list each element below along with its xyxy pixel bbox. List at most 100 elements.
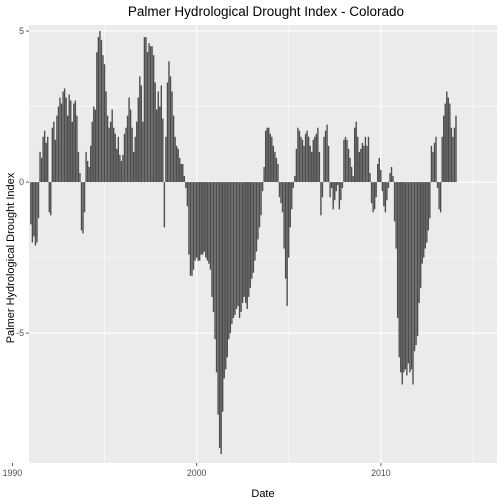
bar — [387, 182, 390, 189]
bar — [74, 100, 77, 183]
bar — [439, 182, 442, 213]
bar — [367, 136, 370, 183]
bar — [186, 182, 189, 207]
bar — [45, 142, 47, 183]
bar — [117, 136, 120, 183]
bar — [349, 157, 351, 183]
bar — [446, 91, 448, 183]
bar — [260, 182, 262, 216]
bar — [238, 182, 241, 319]
bar — [246, 182, 248, 309]
bar — [234, 182, 236, 315]
bar — [283, 182, 285, 249]
bar — [183, 176, 186, 183]
bar — [377, 163, 379, 183]
bar — [182, 163, 184, 183]
bar — [48, 182, 50, 213]
bar — [352, 176, 354, 183]
bar — [272, 145, 275, 183]
bar — [166, 82, 169, 183]
bar — [160, 85, 162, 183]
bar — [203, 182, 205, 252]
bar — [360, 148, 362, 183]
bar — [309, 145, 311, 183]
bar — [292, 182, 294, 189]
bar — [174, 136, 176, 183]
bar — [60, 103, 63, 183]
bar — [344, 136, 347, 183]
bar — [412, 182, 414, 385]
bar — [278, 182, 281, 198]
bar — [306, 130, 308, 183]
bar — [88, 166, 90, 183]
bar — [337, 182, 339, 186]
bar — [111, 109, 113, 183]
bar — [235, 182, 238, 309]
bar — [311, 151, 313, 183]
bar — [40, 157, 43, 183]
bar — [370, 182, 373, 204]
bar — [436, 182, 439, 189]
bar — [254, 182, 256, 261]
bar — [295, 148, 298, 183]
bar — [229, 182, 232, 334]
bar — [47, 136, 49, 183]
chart-title: Palmer Hydrological Drought Index - Colo… — [128, 4, 404, 19]
bar — [245, 182, 247, 303]
bar — [100, 40, 103, 183]
bar — [449, 103, 451, 183]
bar — [453, 127, 456, 183]
bar — [231, 182, 233, 325]
bar — [71, 121, 73, 183]
bar — [43, 130, 46, 183]
bar — [66, 115, 69, 183]
bar — [297, 127, 299, 183]
bar — [91, 121, 93, 183]
bar — [327, 145, 330, 183]
bar — [51, 127, 54, 183]
bar — [86, 160, 89, 183]
bar — [198, 182, 201, 261]
bar — [329, 182, 331, 198]
bar — [357, 136, 359, 183]
bar — [255, 182, 258, 252]
bar — [90, 145, 92, 183]
bar — [355, 121, 357, 183]
bar — [269, 133, 271, 183]
bar — [114, 133, 116, 183]
bar — [175, 145, 178, 183]
y-tick-label: 5 — [19, 26, 24, 36]
bar — [346, 139, 348, 183]
bar — [386, 182, 388, 201]
bar — [432, 151, 434, 183]
bar — [258, 182, 261, 228]
bar — [53, 121, 55, 183]
bar — [163, 182, 166, 228]
bar — [389, 173, 391, 183]
bar — [139, 76, 141, 183]
bar — [409, 182, 411, 373]
bar — [378, 157, 380, 183]
bar — [82, 182, 84, 234]
x-tick-label: 2010 — [371, 468, 391, 478]
bar — [280, 182, 282, 204]
bar — [50, 182, 52, 216]
bar — [406, 182, 408, 376]
x-tick-label: 1990 — [3, 468, 23, 478]
bar — [312, 139, 314, 183]
bar — [93, 106, 95, 183]
plot-panel — [29, 25, 497, 463]
bar — [420, 182, 422, 288]
bar — [266, 127, 268, 183]
bar — [398, 182, 400, 358]
bar — [383, 182, 385, 207]
bar-series — [30, 31, 457, 454]
bar — [286, 182, 288, 306]
bar — [373, 182, 376, 210]
bar — [142, 121, 144, 183]
bar — [62, 91, 64, 183]
bar — [154, 82, 156, 183]
bar — [303, 145, 305, 183]
bar — [165, 136, 167, 183]
